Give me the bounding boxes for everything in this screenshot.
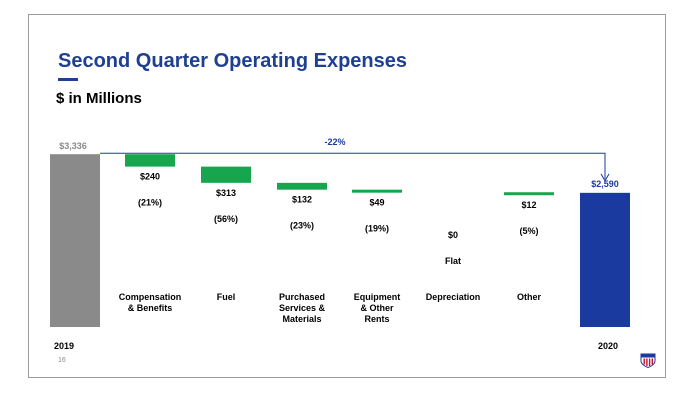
value-label-2020: $2,590	[591, 179, 619, 189]
page-title: Second Quarter Operating Expenses	[58, 50, 407, 72]
change-label: -22%	[324, 137, 345, 147]
category-label-equipment-other-rents-1: Equipment	[354, 292, 401, 302]
bar-equipment-other-rents	[352, 189, 402, 193]
pct-label-other: (5%)	[519, 226, 538, 236]
bar-2019	[50, 154, 100, 327]
change-connector-line	[100, 152, 606, 179]
slide-frame	[28, 14, 666, 378]
chart-subtitle: $ in Millions	[56, 90, 142, 107]
category-label-fuel-1: Fuel	[217, 292, 236, 302]
category-label-depreciation-1: Depreciation	[426, 292, 481, 302]
value-label-equipment-other-rents: $49	[369, 198, 384, 208]
change-arrow-head	[600, 173, 610, 182]
category-label-other-1: Other	[517, 292, 542, 302]
value-label-purchased-services-materials: $132	[292, 195, 312, 205]
value-label-2019: $3,336	[59, 141, 87, 151]
category-label-equipment-other-rents-3: Rents	[364, 314, 389, 324]
shield-logo-icon	[640, 353, 656, 368]
bar-2020	[580, 192, 630, 327]
bar-fuel	[201, 166, 251, 183]
category-label-2020: 2020	[598, 341, 618, 351]
page-number: 16	[58, 357, 66, 364]
value-label-fuel: $313	[216, 188, 236, 198]
value-label-depreciation: $0	[448, 230, 458, 240]
pct-label-depreciation: Flat	[445, 256, 461, 266]
bar-purchased-services-materials	[277, 182, 327, 190]
bar-compensation-benefits	[125, 154, 175, 167]
category-label-purchased-services-materials-3: Materials	[282, 314, 321, 324]
value-label-compensation-benefits: $240	[140, 172, 160, 182]
pct-label-purchased-services-materials: (23%)	[290, 221, 314, 231]
pct-label-fuel: (56%)	[214, 214, 238, 224]
pct-label-equipment-other-rents: (19%)	[365, 224, 389, 234]
category-label-compensation-benefits-1: Compensation	[119, 292, 182, 302]
bar-other	[504, 192, 554, 196]
category-label-compensation-benefits-2: & Benefits	[128, 303, 173, 313]
title-underline	[58, 78, 78, 81]
category-label-2019: 2019	[54, 341, 74, 351]
category-label-purchased-services-materials-2: Services &	[279, 303, 326, 313]
value-label-other: $12	[521, 200, 536, 210]
category-label-equipment-other-rents-2: & Other	[360, 303, 394, 313]
pct-label-compensation-benefits: (21%)	[138, 198, 162, 208]
category-label-purchased-services-materials-1: Purchased	[279, 292, 325, 302]
